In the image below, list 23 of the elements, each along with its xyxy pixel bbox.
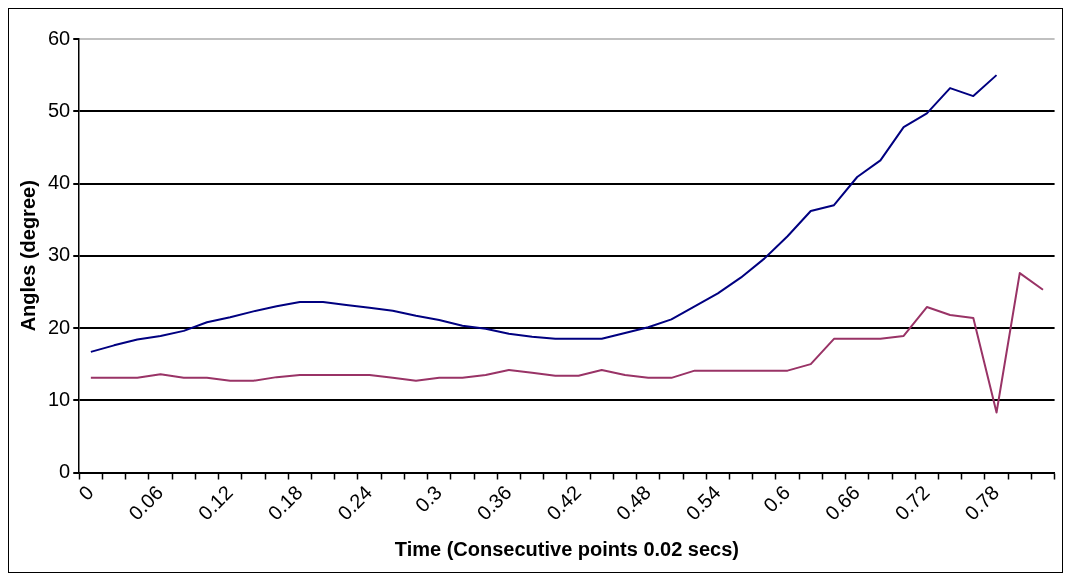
x-tick-label: 0.36 xyxy=(472,481,516,525)
y-tick-label: 40 xyxy=(48,171,71,194)
x-tick-label: 0.12 xyxy=(193,481,237,525)
x-tick-label: 0.18 xyxy=(263,481,307,525)
y-axis-title: Angles (degree) xyxy=(16,180,39,332)
x-tick-label: 0.42 xyxy=(542,481,586,525)
x-tick-label: 0.66 xyxy=(820,481,864,525)
y-tick-label: 0 xyxy=(59,460,71,483)
y-tick-label: 30 xyxy=(48,243,71,266)
x-tick-label: 0.78 xyxy=(960,481,1004,525)
x-tick-label: 0.72 xyxy=(890,481,934,525)
y-tick-label: 20 xyxy=(48,315,71,338)
x-tick-label: 0.3 xyxy=(410,481,446,517)
x-tick-label: 0.24 xyxy=(333,481,377,525)
x-tick-label: 0 xyxy=(74,481,98,505)
x-axis-title: Time (Consecutive points 0.02 secs) xyxy=(394,537,740,560)
x-tick-label: 0.06 xyxy=(124,481,168,525)
y-tick-label: 60 xyxy=(48,26,71,49)
x-tick-label: 0.48 xyxy=(611,481,655,525)
x-tick-label: 0.6 xyxy=(759,481,795,517)
x-tick-label: 0.54 xyxy=(681,481,725,525)
y-tick-label: 50 xyxy=(48,98,71,121)
y-tick-label: 10 xyxy=(48,387,71,410)
